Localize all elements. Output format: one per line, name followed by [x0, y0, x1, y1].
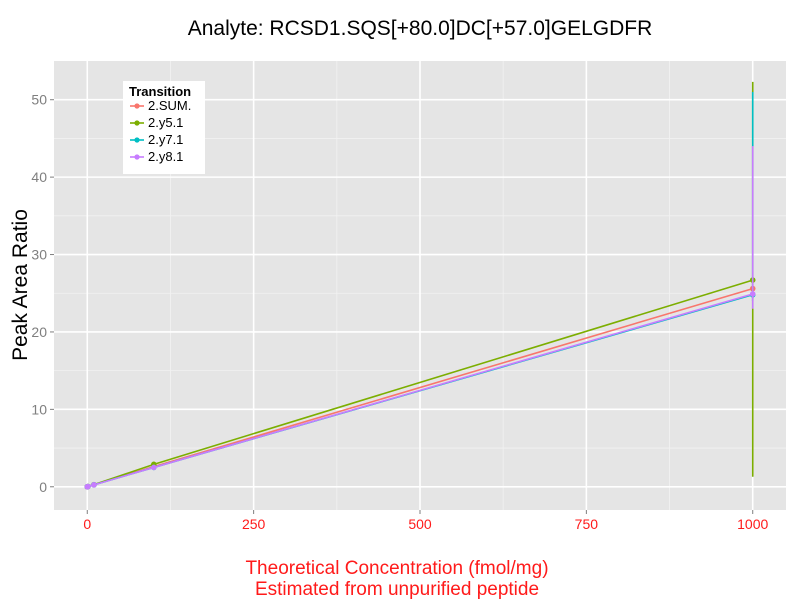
x-tick-label: 500	[408, 516, 432, 532]
legend-label: 2.y7.1	[148, 132, 183, 147]
y-tick-label: 40	[31, 169, 47, 185]
x-tick-label: 750	[575, 516, 599, 532]
series-layer	[84, 81, 756, 490]
series-2.y8.1	[84, 146, 756, 490]
legend-key-point	[134, 137, 140, 143]
data-point	[85, 483, 91, 490]
y-tick-label: 20	[31, 324, 47, 340]
y-tick-label: 30	[31, 247, 47, 263]
data-point	[151, 464, 157, 471]
legend: Transition 2.SUM. 2.y5.1 2.y7.1 2.y8.1	[123, 81, 205, 174]
legend-key-point	[134, 120, 140, 126]
y-tick-label: 50	[31, 92, 47, 108]
legend-title: Transition	[129, 84, 191, 99]
y-tick-label: 0	[39, 479, 47, 495]
y-axis-title: Peak Area Ratio	[9, 209, 32, 361]
x-tick-label: 250	[242, 516, 266, 532]
x-tick-label: 0	[83, 516, 91, 532]
y-tick-label: 10	[31, 401, 47, 417]
legend-item: 2.SUM.	[130, 98, 191, 113]
x-tick-label: 1000	[737, 516, 768, 532]
legend-key-point	[134, 154, 140, 160]
legend-label: 2.SUM.	[148, 98, 191, 113]
legend-label: 2.y8.1	[148, 149, 183, 164]
legend-item: 2.y8.1	[130, 149, 183, 164]
data-point	[91, 482, 97, 488]
legend-label: 2.y5.1	[148, 115, 183, 130]
legend-items: 2.SUM. 2.y5.1 2.y7.1 2.y8.1	[130, 98, 191, 164]
x-axis-title-line-2: Estimated from unpurified peptide	[255, 579, 539, 600]
y-axis: 0 10 20 30 40 50	[31, 92, 54, 495]
data-point	[749, 291, 756, 297]
chart-title: Analyte: RCSD1.SQS[+80.0]DC[+57.0]GELGDF…	[188, 17, 653, 40]
x-axis: 0 250 500 750 1000	[83, 510, 769, 532]
x-axis-title-line-1: Theoretical Concentration (fmol/mg)	[245, 558, 548, 579]
legend-key-point	[134, 103, 140, 109]
legend-item: 2.y5.1	[130, 115, 183, 130]
legend-item: 2.y7.1	[130, 132, 183, 147]
